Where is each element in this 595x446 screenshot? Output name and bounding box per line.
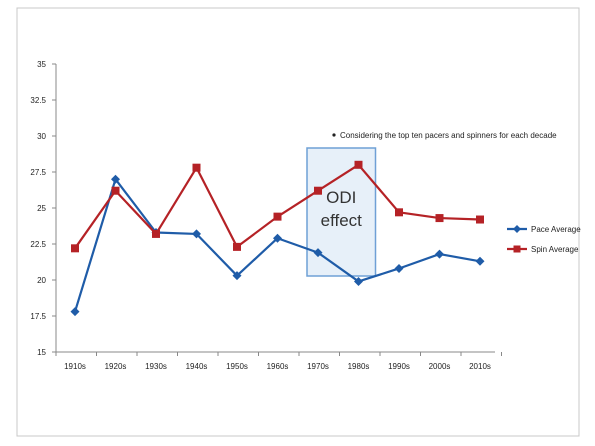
x-tick-label: 1930s [145, 362, 167, 371]
pace-point [111, 174, 120, 184]
annotation-bullet [332, 133, 336, 137]
y-tick-label: 32.5 [30, 96, 46, 105]
pace-point [435, 249, 444, 259]
plot-area: 15 17.5 20 22.5 25 27.5 30 32.5 35 1910s 1920s 1930… [30, 60, 581, 371]
y-tick-label: 20 [37, 276, 46, 285]
x-tick-label: 2010s [469, 362, 491, 371]
spin-point [71, 244, 79, 253]
odi-effect-label-line2: effect [321, 211, 363, 230]
spin-point [192, 163, 201, 172]
pace-point [192, 229, 201, 239]
y-tick-label: 25 [37, 204, 46, 213]
pace-point [70, 307, 80, 317]
x-tick-label: 1950s [226, 362, 248, 371]
chart-border [16, 7, 580, 437]
x-tick-label: 1990s [388, 362, 410, 371]
x-tick-label: 1940s [186, 362, 208, 371]
pace-point [354, 276, 363, 286]
spin-point [354, 160, 363, 169]
x-tick-label: 1920s [105, 362, 127, 371]
x-tick-label: 1960s [267, 362, 289, 371]
x-tick-label: 1970s [307, 362, 329, 371]
x-tick-label: 2000s [429, 362, 451, 371]
y-tick-label: 15 [37, 348, 46, 357]
y-tick-label: 22.5 [30, 240, 46, 249]
pace-point [232, 271, 242, 281]
pace-point [475, 256, 485, 266]
spin-point [111, 186, 120, 195]
odi-effect-label-line1: ODI [326, 188, 356, 207]
annotation-note-text: Considering the top ten pacers and spinn… [340, 131, 557, 140]
legend-marker [513, 245, 521, 253]
y-tick-label: 35 [37, 60, 46, 69]
spin-point [395, 208, 403, 217]
legend-label-pace: Pace Average [531, 225, 581, 234]
spin-point [152, 229, 160, 238]
x-tick-label: 1910s [64, 362, 86, 371]
spin-point [476, 215, 484, 224]
spin-point [273, 212, 282, 221]
y-tick-label: 27.5 [30, 168, 46, 177]
spin-point [233, 242, 241, 251]
pace-point [273, 233, 282, 243]
pace-point [313, 248, 323, 258]
y-tick-label: 17.5 [30, 312, 46, 321]
x-tick-label: 1980s [348, 362, 370, 371]
legend-marker [513, 225, 521, 233]
pace-point [394, 263, 404, 273]
y-tick-label: 30 [37, 132, 46, 141]
spin-point [435, 214, 444, 223]
spin-point [314, 186, 322, 195]
legend-label-spin: Spin Average [531, 245, 579, 254]
